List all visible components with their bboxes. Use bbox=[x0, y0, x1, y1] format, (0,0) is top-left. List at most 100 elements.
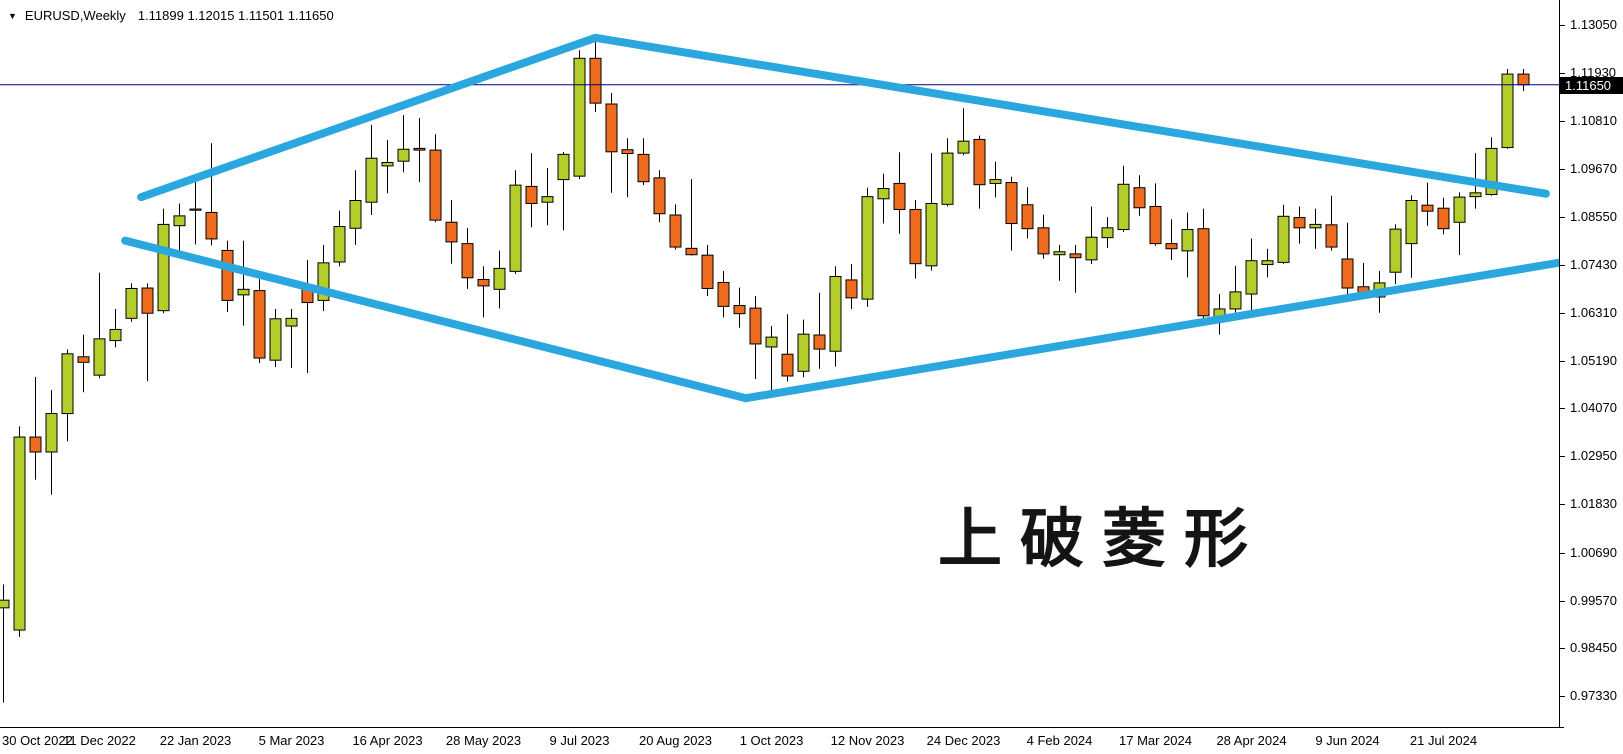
time-axis-label: 28 Apr 2024 bbox=[1216, 733, 1287, 748]
price-axis-tick bbox=[1559, 72, 1565, 74]
price-axis-label: 1.06310 bbox=[1570, 304, 1617, 320]
time-axis-label: 28 May 2023 bbox=[445, 733, 522, 748]
candle bbox=[877, 173, 890, 224]
price-axis-label: 1.08550 bbox=[1570, 209, 1617, 225]
candle bbox=[605, 92, 618, 193]
price-axis-label: 0.97330 bbox=[1570, 688, 1617, 704]
candle bbox=[1245, 238, 1258, 312]
candle bbox=[157, 208, 170, 314]
candle bbox=[285, 308, 298, 368]
price-axis-tick bbox=[1559, 120, 1565, 122]
price-axis-tick bbox=[1559, 456, 1565, 458]
candle bbox=[301, 259, 314, 374]
time-axis-label: 4 Feb 2024 bbox=[1026, 733, 1093, 748]
symbol-timeframe-label: EURUSD,Weekly bbox=[24, 8, 126, 23]
candle bbox=[1389, 224, 1402, 285]
candle bbox=[1517, 68, 1530, 92]
time-axis-label: 11 Dec 2022 bbox=[63, 733, 136, 748]
candle bbox=[493, 250, 506, 309]
candle bbox=[29, 376, 42, 480]
price-axis-tick bbox=[1559, 169, 1565, 171]
candle bbox=[845, 264, 858, 309]
candle bbox=[1405, 195, 1418, 278]
candle bbox=[1197, 208, 1210, 324]
candle bbox=[413, 118, 426, 183]
candle bbox=[989, 161, 1002, 198]
candle bbox=[461, 227, 474, 289]
price-axis-tick bbox=[1559, 648, 1565, 650]
price-axis-tick bbox=[1559, 264, 1565, 266]
diamond-breakout-annotation[interactable]: 上破菱形 bbox=[938, 502, 1266, 577]
candle bbox=[1293, 206, 1306, 244]
price-axis-label: 1.01830 bbox=[1570, 496, 1617, 512]
candle bbox=[429, 134, 442, 223]
candle bbox=[333, 210, 346, 267]
diamond-trendline-upper[interactable] bbox=[137, 33, 1550, 202]
candle bbox=[1309, 208, 1322, 249]
candle bbox=[717, 270, 730, 318]
chart-title: ▼ EURUSD,Weekly 1.11899 1.12015 1.11501 … bbox=[8, 8, 334, 23]
candle bbox=[93, 272, 106, 379]
price-axis-line bbox=[1559, 0, 1560, 728]
candle bbox=[1133, 175, 1146, 216]
diamond-trendline-lower[interactable] bbox=[121, 236, 1559, 403]
candle bbox=[77, 334, 90, 393]
time-axis-label: 12 Nov 2023 bbox=[830, 733, 905, 748]
candle bbox=[1277, 204, 1290, 265]
price-axis-label: 0.99570 bbox=[1570, 592, 1617, 608]
price-axis-label: 1.10810 bbox=[1570, 112, 1617, 128]
symbol-dropdown-icon[interactable]: ▼ bbox=[8, 10, 17, 21]
candle bbox=[109, 308, 122, 348]
quote-ohlc-values: 1.11899 1.12015 1.11501 1.11650 bbox=[137, 8, 334, 23]
candle bbox=[221, 240, 234, 312]
candle bbox=[893, 152, 906, 234]
price-axis-tick bbox=[1559, 504, 1565, 506]
candle bbox=[1149, 183, 1162, 246]
candle bbox=[733, 287, 746, 328]
candle bbox=[1021, 187, 1034, 239]
candle bbox=[397, 115, 410, 173]
time-axis-label: 22 Jan 2023 bbox=[159, 733, 232, 748]
candle bbox=[509, 170, 522, 274]
candle bbox=[1005, 176, 1018, 251]
candle bbox=[445, 200, 458, 264]
candle bbox=[269, 308, 282, 368]
candle bbox=[669, 204, 682, 250]
candle bbox=[477, 266, 490, 318]
candle bbox=[525, 153, 538, 228]
candle bbox=[1053, 244, 1066, 281]
candle bbox=[941, 138, 954, 207]
candle bbox=[653, 170, 666, 223]
candle bbox=[365, 124, 378, 216]
price-axis-tick bbox=[1559, 552, 1565, 554]
candle bbox=[1165, 219, 1178, 260]
candle bbox=[925, 153, 938, 271]
candle bbox=[45, 390, 58, 495]
candle bbox=[1085, 206, 1098, 265]
candle bbox=[125, 283, 138, 322]
candle bbox=[1261, 248, 1274, 278]
time-axis-line bbox=[0, 727, 1564, 728]
current-price-badge: 1.11650 bbox=[1560, 76, 1623, 94]
candle bbox=[1437, 197, 1450, 235]
candle bbox=[541, 168, 554, 226]
price-axis-label: 0.98450 bbox=[1570, 640, 1617, 656]
candle bbox=[317, 244, 330, 312]
time-axis-label: 5 Mar 2023 bbox=[258, 733, 325, 748]
candle bbox=[1453, 192, 1466, 256]
candle bbox=[1421, 182, 1434, 226]
candle bbox=[749, 296, 762, 379]
price-axis-tick bbox=[1559, 408, 1565, 410]
candle bbox=[173, 203, 186, 256]
candle bbox=[1181, 212, 1194, 278]
candle bbox=[1213, 294, 1226, 335]
price-axis-label: 1.02950 bbox=[1570, 448, 1617, 464]
candle bbox=[973, 135, 986, 209]
candle bbox=[589, 37, 602, 113]
candle bbox=[685, 179, 698, 256]
chart-plot-area[interactable] bbox=[0, 0, 1559, 727]
price-axis-tick bbox=[1559, 600, 1565, 602]
price-axis-label: 1.07430 bbox=[1570, 256, 1617, 272]
time-axis-label: 1 Oct 2023 bbox=[739, 733, 804, 748]
candle bbox=[1325, 195, 1338, 251]
